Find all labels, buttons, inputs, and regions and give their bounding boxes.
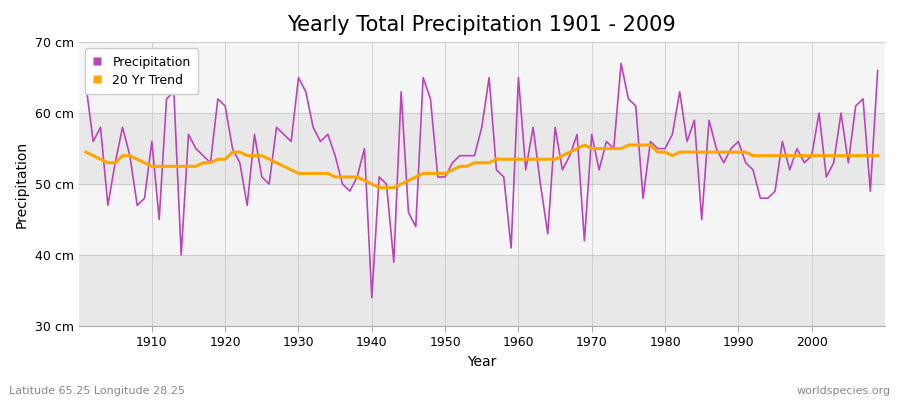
Bar bbox=[78, 42, 885, 113]
Bar bbox=[78, 113, 885, 184]
Bar bbox=[78, 184, 885, 255]
Legend: Precipitation, 20 Yr Trend: Precipitation, 20 Yr Trend bbox=[85, 48, 198, 94]
Title: Yearly Total Precipitation 1901 - 2009: Yearly Total Precipitation 1901 - 2009 bbox=[287, 15, 676, 35]
Y-axis label: Precipitation: Precipitation bbox=[15, 140, 29, 228]
Text: worldspecies.org: worldspecies.org bbox=[796, 386, 891, 396]
X-axis label: Year: Year bbox=[467, 355, 497, 369]
Text: Latitude 65.25 Longitude 28.25: Latitude 65.25 Longitude 28.25 bbox=[9, 386, 185, 396]
Bar bbox=[78, 255, 885, 326]
